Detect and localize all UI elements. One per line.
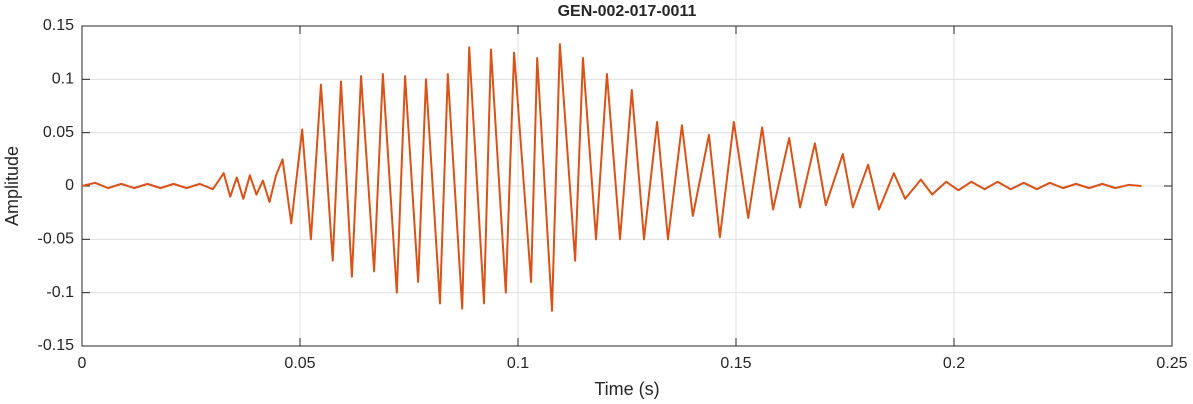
y-tick-label: 0.05 xyxy=(43,124,74,141)
chart-title: GEN-002-017-0011 xyxy=(558,3,697,20)
x-tick-label: 0.15 xyxy=(720,355,751,372)
y-axis-label: Amplitude xyxy=(2,146,22,226)
data-line xyxy=(81,43,1142,312)
x-tick-label: 0.05 xyxy=(284,355,315,372)
y-tick-label: 0.15 xyxy=(43,17,74,34)
y-tick-label: -0.05 xyxy=(38,231,75,248)
x-axis-label: Time (s) xyxy=(594,379,659,399)
y-tick-label: -0.1 xyxy=(46,284,74,301)
x-tick-label: 0.2 xyxy=(943,355,965,372)
x-tick-label: 0 xyxy=(78,355,87,372)
y-tick-label: 0.1 xyxy=(52,71,74,88)
x-tick-label: 0.1 xyxy=(507,355,529,372)
y-tick-label: -0.15 xyxy=(38,337,75,354)
y-tick-label: 0 xyxy=(65,177,74,194)
x-tick-label: 0.25 xyxy=(1156,355,1187,372)
